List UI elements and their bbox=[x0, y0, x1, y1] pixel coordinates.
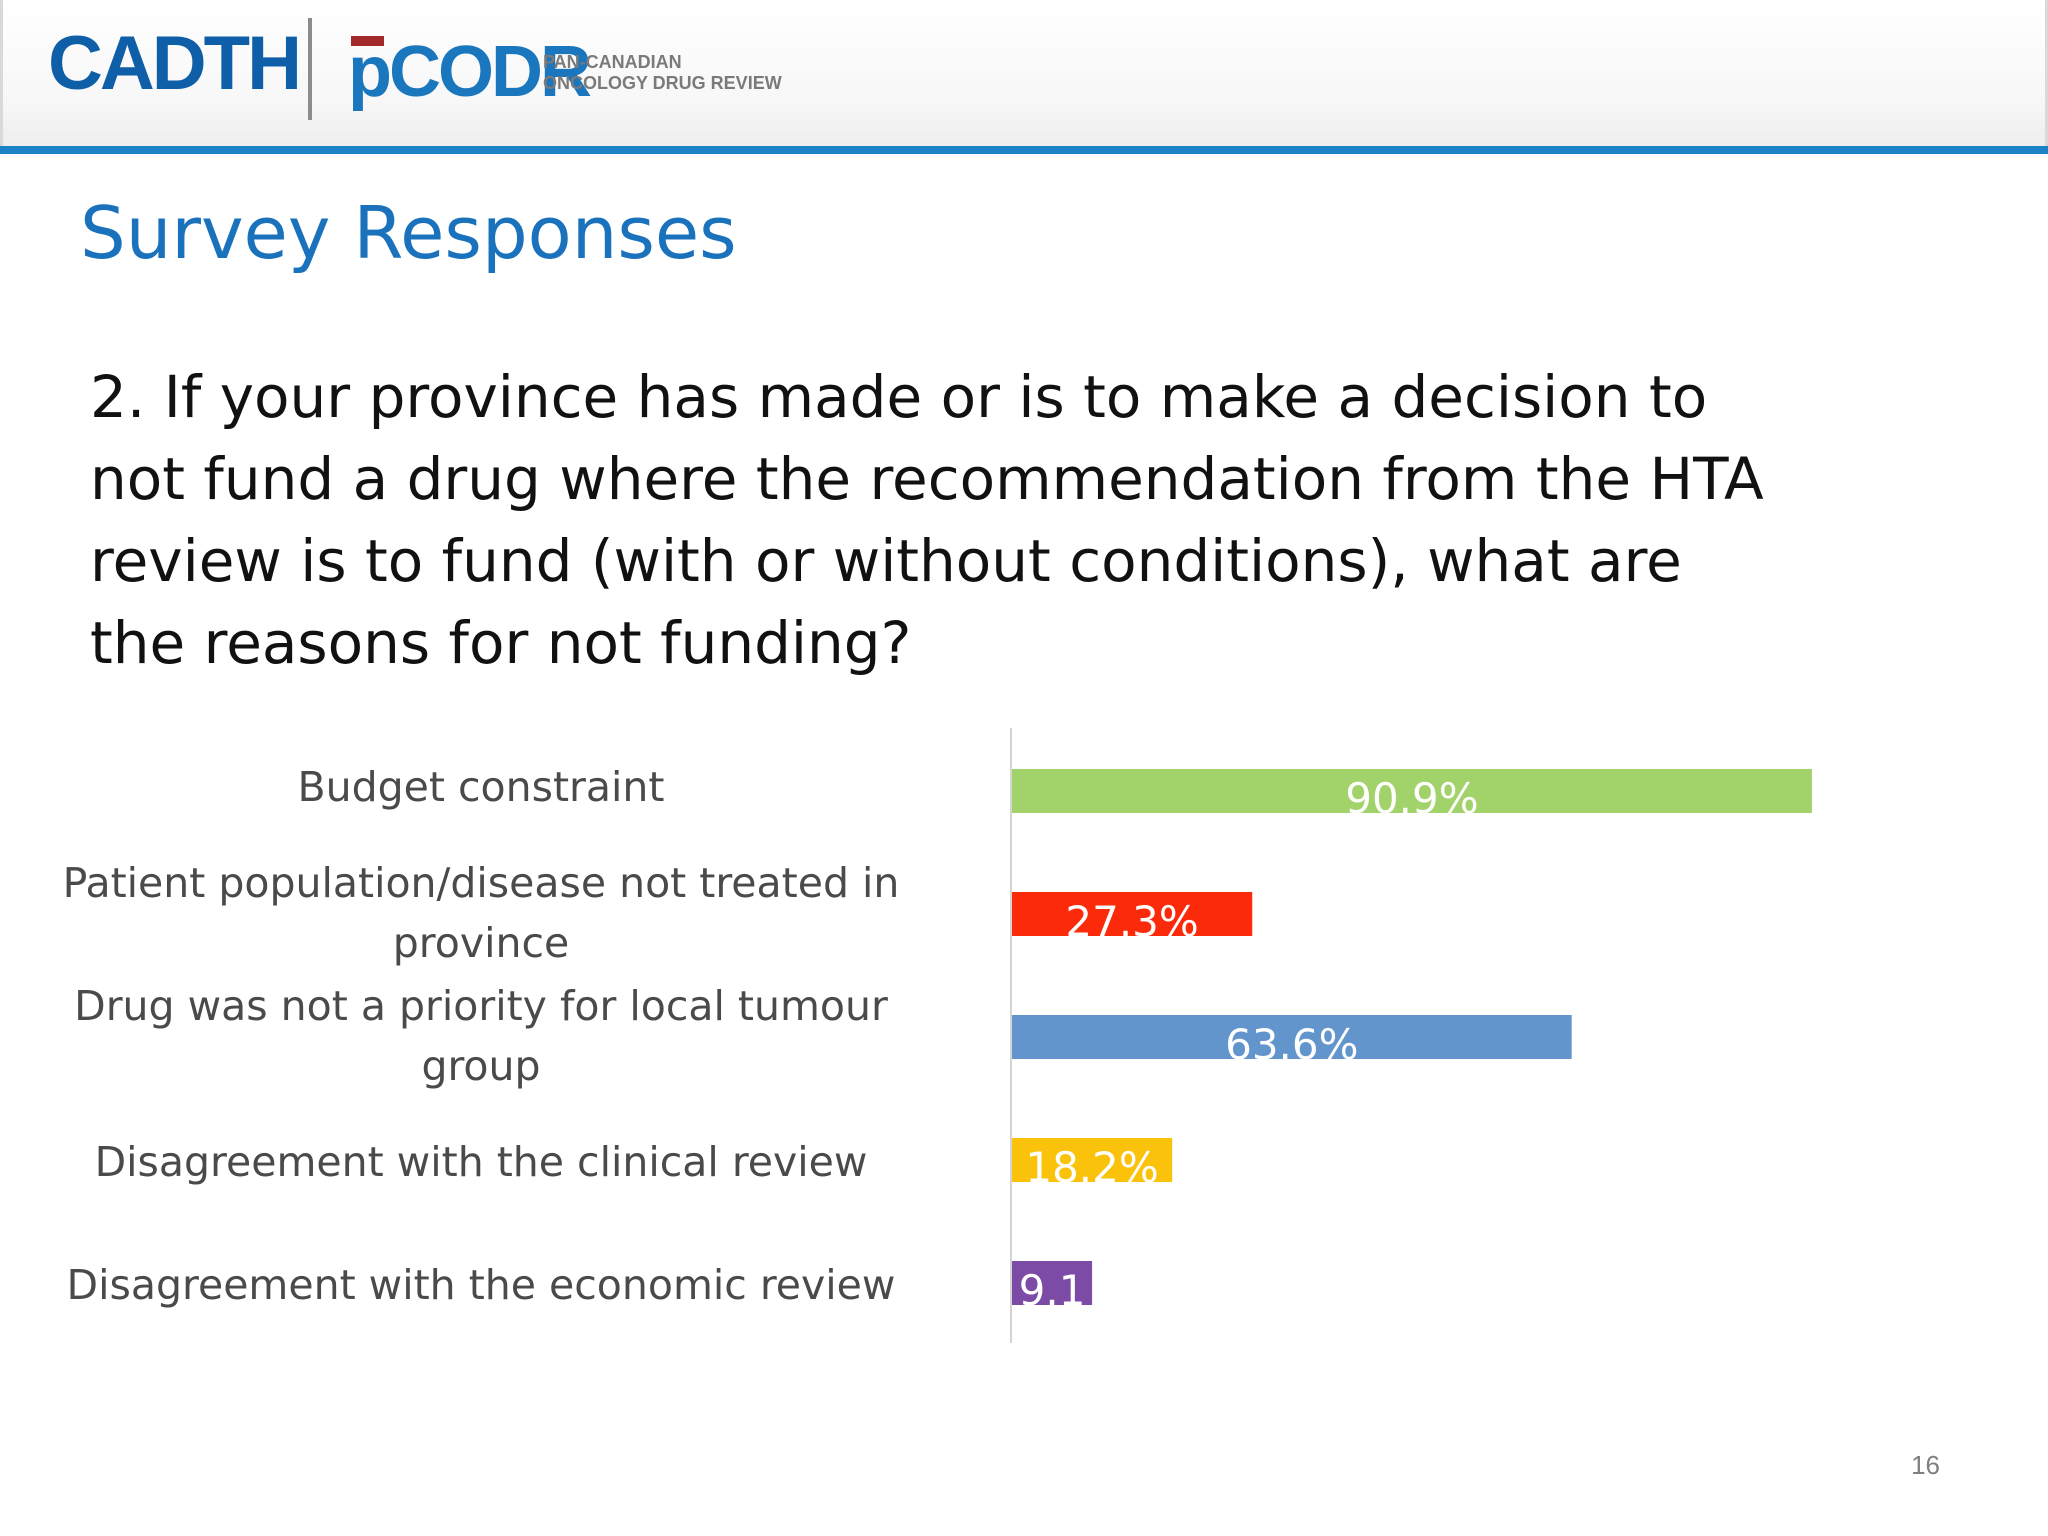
bar-value-label: 90.9% bbox=[1345, 774, 1478, 823]
pcodr-tagline-line: PAN-CANADIAN bbox=[543, 52, 682, 72]
bar bbox=[1012, 769, 1812, 813]
bar bbox=[1012, 892, 1253, 936]
category-label-line: Drug was not a priority for local tumour bbox=[74, 982, 888, 1030]
bar-value-label: 9.1 bbox=[1019, 1266, 1086, 1315]
category-label-line: province bbox=[392, 919, 570, 967]
category-label: Budget constraint bbox=[1, 757, 961, 817]
header-rule bbox=[0, 146, 2048, 154]
question-line: review is to fund (with or without condi… bbox=[90, 527, 1682, 595]
bar bbox=[1012, 1015, 1572, 1059]
category-label: Patient population/disease not treated i… bbox=[1, 853, 961, 973]
category-label-line: Budget constraint bbox=[297, 763, 665, 811]
page-number: 16 bbox=[1911, 1450, 1940, 1480]
bar bbox=[1012, 1261, 1093, 1305]
category-label: Disagreement with the clinical review bbox=[1, 1132, 961, 1192]
bar bbox=[1012, 1138, 1173, 1182]
question-line: 2. If your province has made or is to ma… bbox=[90, 363, 1708, 431]
pcodr-logo: pCODR bbox=[348, 32, 592, 112]
page-title: Survey Responses bbox=[80, 191, 737, 275]
cadth-logo: CADTH bbox=[48, 21, 302, 106]
category-label: Disagreement with the economic review bbox=[1, 1255, 961, 1315]
bar-value-label: 27.3% bbox=[1065, 897, 1198, 946]
pcodr-tagline-line: ONCOLOGY DRUG REVIEW bbox=[543, 73, 782, 93]
category-label-line: group bbox=[421, 1042, 541, 1090]
logo-divider bbox=[308, 18, 312, 120]
bar-value-label: 63.6% bbox=[1225, 1020, 1358, 1069]
category-label-line: Disagreement with the clinical review bbox=[94, 1138, 868, 1186]
pcodr-tagline: PAN-CANADIAN ONCOLOGY DRUG REVIEW bbox=[543, 52, 782, 94]
category-label-line: Disagreement with the economic review bbox=[66, 1261, 896, 1309]
category-label: Drug was not a priority for local tumour… bbox=[1, 976, 961, 1096]
pcodr-logo-accent bbox=[351, 36, 384, 46]
question-line: the reasons for not funding? bbox=[90, 609, 912, 677]
bar-value-label: 18.2% bbox=[1025, 1143, 1158, 1192]
survey-question: 2. If your province has made or is to ma… bbox=[90, 356, 1990, 684]
question-line: not fund a drug where the recommendation… bbox=[90, 445, 1764, 513]
header-band bbox=[0, 0, 2048, 146]
category-label-line: Patient population/disease not treated i… bbox=[62, 859, 900, 907]
